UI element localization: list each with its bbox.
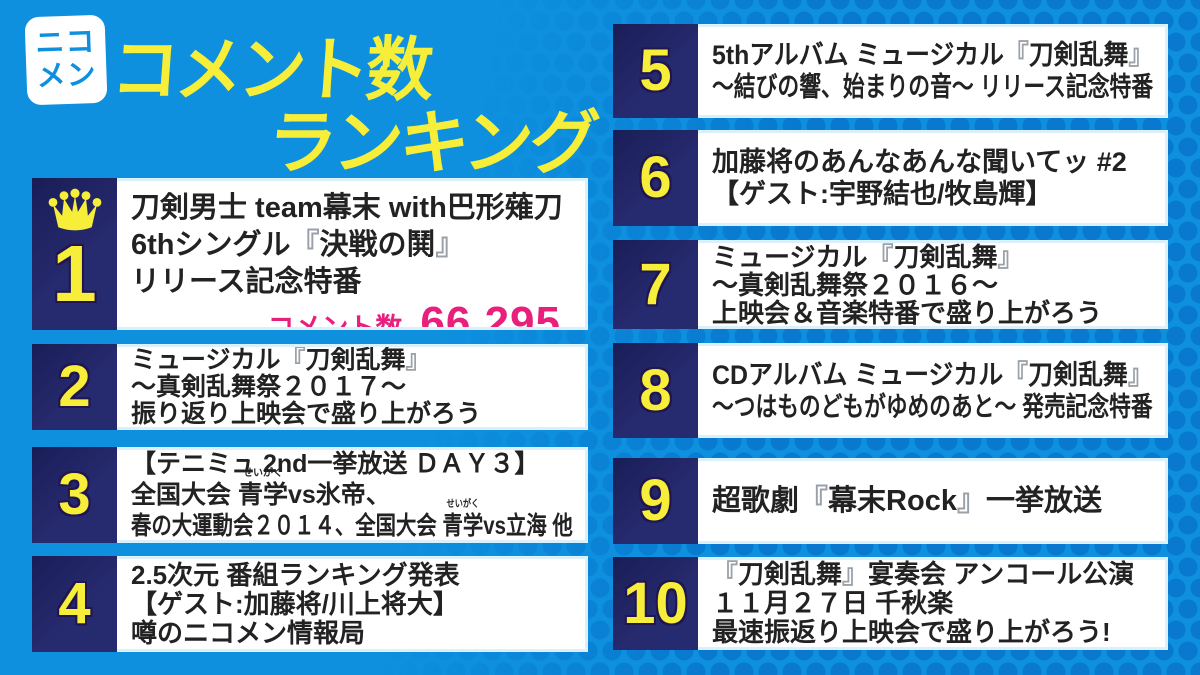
rank-item-line: 【ゲスト:宇野結也/牧島輝】 <box>712 179 1053 209</box>
rank-item-line: ～つはものどもがゆめのあと～ 発売記念特番 <box>712 391 1153 422</box>
rank-number-label: 9 <box>639 468 672 533</box>
rank-item-line: 【テニミュ 2nd一挙放送 ＤＡＹ３】 <box>131 449 540 478</box>
rank-number-label: 1 <box>52 229 97 318</box>
rank-number-box: 7 <box>613 240 698 329</box>
rank-item-text: 『刀剣乱舞』宴奏会 アンコール公演 １１月２７日 千秋楽 最速振返り上映会で盛り上が… <box>698 557 1168 650</box>
nicomen-logo: ニコ メン <box>24 14 108 106</box>
rank-number-label: 2 <box>58 354 91 419</box>
rank-item-line: ～真剣乱舞祭２０１７～ <box>131 372 407 401</box>
rank-item-line: １１月２７日 千秋楽 <box>712 588 954 618</box>
rank-number-box: 8 <box>613 343 698 438</box>
rank-item-text: 超歌劇『幕末Rock』一挙放送 <box>698 458 1168 544</box>
rank-item-line: 加藤将のあんなあんな聞いてッ #2 <box>712 147 1127 177</box>
comments-count: 66,295 <box>420 298 561 330</box>
rank-number-box: 1 <box>32 178 117 330</box>
rank-number-box: 2 <box>32 344 117 430</box>
rank-item-line: 上映会＆音楽特番で盛り上がろう <box>712 297 1103 328</box>
rank-item-line: 【ゲスト:加藤将/川上将大】 <box>131 588 459 619</box>
rank-row: 4 2.5次元 番組ランキング発表 【ゲスト:加藤将/川上将大】 噂のニコメン情報局 <box>32 556 588 652</box>
rank-number-box: 5 <box>613 24 698 118</box>
rank-item-line: 振り返り上映会で盛り上がろう <box>131 399 482 428</box>
comments-count-row: コメント数 66,295 <box>131 298 573 330</box>
rank-number-box: 3 <box>32 447 117 543</box>
rank-item-text: 刀剣男士 team幕末 with巴形薙刀 6thシングル『決戦の鬨』 リリース記念特… <box>117 178 588 330</box>
rank-row: 1 刀剣男士 team幕末 with巴形薙刀 6thシングル『決戦の鬨』 リリース記念… <box>32 178 588 330</box>
rank-number-label: 5 <box>639 38 672 103</box>
rank-item-line: 最速振返り上映会で盛り上がろう! <box>712 617 1111 647</box>
rank-row: 9 超歌劇『幕末Rock』一挙放送 <box>613 458 1168 544</box>
rank-item-text: 5thアルバム ミュージカル『刀剣乱舞』 ～結びの響、始まりの音～ リリース記念特… <box>698 24 1168 118</box>
rank-row: 7 ミュージカル『刀剣乱舞』 ～真剣乱舞祭２０１６～ 上映会＆音楽特番で盛り上がろう <box>613 240 1168 329</box>
rank-number-box: 4 <box>32 556 117 652</box>
rank-item-line: ミュージカル『刀剣乱舞』 <box>131 345 431 374</box>
rank-number-label: 8 <box>639 357 672 423</box>
rank-item-line: 春の大運動会２０１４、全国大会 青学 せいがく vs立海 他 <box>131 498 573 540</box>
rank-item-line: 刀剣男士 team幕末 with巴形薙刀 <box>131 192 563 224</box>
rank-row: 3 【テニミュ 2nd一挙放送 ＤＡＹ３】 全国大会 青学 せいがく vs氷帝、 春の大運… <box>32 447 588 543</box>
rank-number-box: 10 <box>613 557 698 650</box>
rank-item-text: ミュージカル『刀剣乱舞』 ～真剣乱舞祭２０１６～ 上映会＆音楽特番で盛り上がろう <box>698 240 1168 329</box>
rank-row: 2 ミュージカル『刀剣乱舞』 ～真剣乱舞祭２０１７～ 振り返り上映会で盛り上がろう <box>32 344 588 430</box>
rank-item-text: 2.5次元 番組ランキング発表 【ゲスト:加藤将/川上将大】 噂のニコメン情報局 <box>117 556 588 652</box>
rank-number-label: 3 <box>58 462 91 527</box>
rank-number-label: 6 <box>639 145 672 210</box>
rank-row: 5 5thアルバム ミュージカル『刀剣乱舞』 ～結びの響、始まりの音～ リリース記念… <box>613 24 1168 118</box>
rank-item-line: リリース記念特番 <box>131 266 362 298</box>
furigana: せいがく <box>242 467 283 479</box>
rank-number-label: 4 <box>58 571 91 636</box>
comments-label: コメント数 <box>267 313 403 330</box>
rank-item-line: ～結びの響、始まりの音～ リリース記念特番 <box>712 72 1154 102</box>
rank-item-text: 加藤将のあんなあんな聞いてッ #2 【ゲスト:宇野結也/牧島輝】 <box>698 130 1168 226</box>
rank-item-text: CDアルバム ミュージカル『刀剣乱舞』 ～つはものどもがゆめのあと～ 発売記念特番 <box>698 343 1168 438</box>
rank-item-line: 噂のニコメン情報局 <box>131 617 366 648</box>
furigana: せいがく <box>446 498 480 510</box>
rank-item-line: 2.5次元 番組ランキング発表 <box>131 559 460 590</box>
page-title-line2: ランキング <box>264 87 613 188</box>
rank-item-text: ミュージカル『刀剣乱舞』 ～真剣乱舞祭２０１７～ 振り返り上映会で盛り上がろう <box>117 344 588 430</box>
rank-item-line: 5thアルバム ミュージカル『刀剣乱舞』 <box>712 40 1154 70</box>
rank-row: 6 加藤将のあんなあんな聞いてッ #2 【ゲスト:宇野結也/牧島輝】 <box>613 130 1168 226</box>
logo-text-line1: ニコ <box>34 25 96 61</box>
rank-item-line: ～真剣乱舞祭２０１６～ <box>712 269 999 300</box>
rank-item-line: 6thシングル『決戦の鬨』 <box>131 229 465 261</box>
logo-text-line2: メン <box>36 58 98 94</box>
rank-number-label: 10 <box>623 570 688 636</box>
rank-number-label: 7 <box>639 251 672 317</box>
rank-item-line: 超歌劇『幕末Rock』一挙放送 <box>712 484 1102 517</box>
rank-number-box: 9 <box>613 458 698 544</box>
page-title-text2: ランキング <box>264 104 599 182</box>
rank-item-line: CDアルバム ミュージカル『刀剣乱舞』 <box>712 359 1153 390</box>
rank-item-line: 『刀剣乱舞』宴奏会 アンコール公演 <box>712 559 1135 589</box>
rank-row: 10 『刀剣乱舞』宴奏会 アンコール公演 １１月２７日 千秋楽 最速振返り上映会で盛り… <box>613 557 1168 650</box>
rank-item-line: 全国大会 青学 せいがく vs氷帝、 <box>131 467 391 509</box>
crown-icon <box>48 188 101 231</box>
rank-number-box: 6 <box>613 130 698 226</box>
rank-row: 8 CDアルバム ミュージカル『刀剣乱舞』 ～つはものどもがゆめのあと～ 発売記念特… <box>613 343 1168 438</box>
rank-item-line: ミュージカル『刀剣乱舞』 <box>712 241 1024 272</box>
rank-item-text: 【テニミュ 2nd一挙放送 ＤＡＹ３】 全国大会 青学 せいがく vs氷帝、 春の大運動… <box>117 447 588 543</box>
